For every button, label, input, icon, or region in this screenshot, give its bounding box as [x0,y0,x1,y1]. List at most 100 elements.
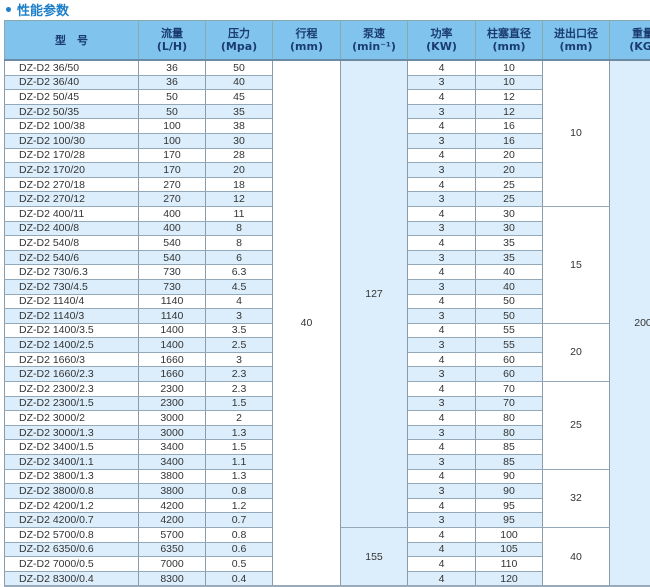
table-cell: 40 [273,60,341,586]
table-cell: 30 [476,206,543,221]
table-cell: 3400 [139,455,206,470]
table-cell: 80 [476,411,543,426]
table-cell: 85 [476,455,543,470]
table-cell: 3 [408,250,476,265]
table-cell: 38 [206,119,273,134]
table-cell: 0.8 [206,528,273,543]
table-cell: 85 [476,440,543,455]
table-cell: 2300 [139,396,206,411]
table-cell: 4 [408,498,476,513]
table-cell: 50 [476,294,543,309]
table-cell: 18 [206,177,273,192]
table-cell: 4 [408,382,476,397]
table-cell: 8 [206,221,273,236]
table-cell: 3800 [139,484,206,499]
table-cell: 1660 [139,352,206,367]
table-cell: 4.5 [206,279,273,294]
table-cell: 60 [476,367,543,382]
table-cell: DZ-D2 6350/0.6 [5,542,139,557]
table-cell: 70 [476,382,543,397]
table-cell: 105 [476,542,543,557]
header-cell: 重量(KG) [610,21,650,61]
table-cell: 95 [476,513,543,528]
table-cell: 1.1 [206,455,273,470]
table-cell: 4200 [139,498,206,513]
table-cell: 4 [408,119,476,134]
table-cell: 100 [476,528,543,543]
header-cell: 柱塞直径(mm) [476,21,543,61]
table-cell: 1.5 [206,440,273,455]
table-cell: 50 [139,104,206,119]
table-cell: 0.8 [206,484,273,499]
table-cell: 1.3 [206,469,273,484]
table-cell: 2 [206,411,273,426]
table-cell: 36 [139,75,206,90]
table-cell: 2.3 [206,382,273,397]
table-cell: 2300 [139,382,206,397]
table-cell: DZ-D2 50/45 [5,90,139,105]
table-cell: 3 [408,75,476,90]
table-cell: DZ-D2 1660/3 [5,352,139,367]
table-cell: 155 [341,528,408,587]
table-cell: 16 [476,119,543,134]
table-cell: 4 [408,557,476,572]
table-cell: 1.3 [206,425,273,440]
table-cell: 32 [543,469,610,527]
table-cell: 30 [476,221,543,236]
table-cell: DZ-D2 50/35 [5,104,139,119]
table-cell: 12 [476,104,543,119]
table-cell: DZ-D2 540/8 [5,236,139,251]
header-cell: 压力(Mpa) [206,21,273,61]
table-cell: 3 [408,338,476,353]
table-cell: 1660 [139,367,206,382]
table-cell: 540 [139,250,206,265]
header-cell: 泵速(min⁻¹) [341,21,408,61]
table-cell: 4 [408,528,476,543]
table-cell: 90 [476,469,543,484]
table-cell: 3 [408,309,476,324]
table-cell: DZ-D2 400/8 [5,221,139,236]
table-cell: 3800 [139,469,206,484]
table-cell: 8 [206,236,273,251]
table-cell: 36 [139,60,206,75]
table-cell: DZ-D2 2300/2.3 [5,382,139,397]
table-cell: 0.6 [206,542,273,557]
table-cell: 3 [206,309,273,324]
table-cell: 3000 [139,411,206,426]
table-cell: DZ-D2 3800/1.3 [5,469,139,484]
table-cell: DZ-D2 1140/3 [5,309,139,324]
header-cell: 行程(mm) [273,21,341,61]
table-cell: 20 [543,323,610,381]
table-cell: 270 [139,177,206,192]
table-cell: DZ-D2 36/50 [5,60,139,75]
table-cell: 25 [476,177,543,192]
bullet-icon [6,7,11,12]
table-cell: 12 [206,192,273,207]
table-cell: 3 [408,484,476,499]
table-cell: 270 [139,192,206,207]
table-cell: 3400 [139,440,206,455]
table-cell: 3.5 [206,323,273,338]
table-cell: 0.5 [206,557,273,572]
table-cell: DZ-D2 1400/3.5 [5,323,139,338]
table-cell: DZ-D2 100/38 [5,119,139,134]
table-cell: 1400 [139,338,206,353]
table-cell: 40 [476,279,543,294]
table-cell: 35 [476,236,543,251]
table-cell: 4 [408,90,476,105]
table-cell: 1.5 [206,396,273,411]
table-cell: 4 [206,294,273,309]
table-cell: DZ-D2 400/11 [5,206,139,221]
table-cell: 12 [476,90,543,105]
table-cell: 1400 [139,323,206,338]
table-cell: 0.7 [206,513,273,528]
table-cell: 3 [408,221,476,236]
table-cell: 11 [206,206,273,221]
table-cell: 3 [408,163,476,178]
table-cell: DZ-D2 540/6 [5,250,139,265]
table-cell: DZ-D2 170/20 [5,163,139,178]
table-cell: 3000 [139,425,206,440]
table-cell: 4 [408,440,476,455]
table-cell: 28 [206,148,273,163]
table-cell: DZ-D2 36/40 [5,75,139,90]
